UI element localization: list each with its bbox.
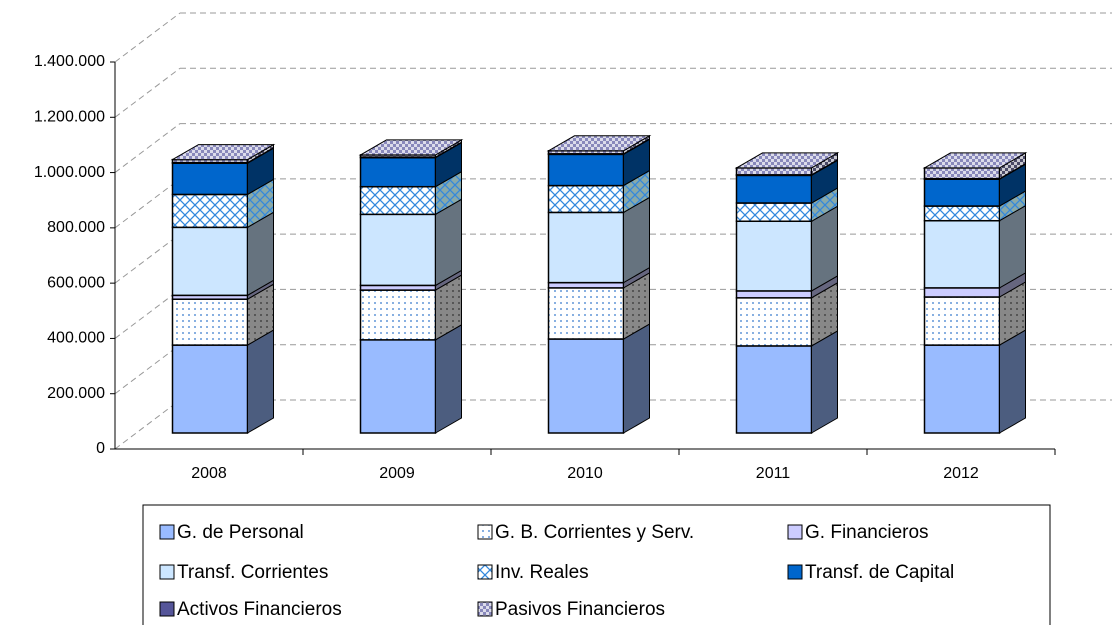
legend-label: Inv. Reales — [495, 562, 589, 583]
x-tick-label: 2010 — [567, 465, 603, 482]
legend-swatch — [477, 564, 493, 580]
legend-label: Activos Financieros — [177, 599, 342, 620]
bar-top — [546, 135, 652, 152]
bar-segment — [359, 185, 437, 216]
legend-swatch — [477, 601, 493, 617]
bar-segment — [735, 345, 813, 434]
bar-side — [811, 330, 838, 434]
y-tick-label: 800.000 — [47, 219, 105, 236]
x-tick-label: 2008 — [191, 465, 227, 482]
y-tick-label: 0 — [96, 440, 105, 457]
legend-swatch — [159, 601, 175, 617]
legend-swatch — [787, 564, 803, 580]
bar-top — [922, 152, 1028, 169]
y-tick-label: 1.200.000 — [34, 109, 105, 126]
bar-segment — [735, 220, 813, 292]
bar-side — [435, 323, 462, 434]
legend-label: G. B. Corrientes y Serv. — [495, 522, 694, 543]
legend-swatch — [787, 524, 803, 540]
bar-segment — [923, 287, 1001, 298]
bar-side — [623, 323, 650, 434]
bar-segment — [735, 167, 813, 176]
bar-segment — [923, 296, 1001, 346]
bar-segment — [923, 344, 1001, 434]
grid-diagonal — [114, 178, 181, 229]
y-tick-label: 400.000 — [47, 330, 105, 347]
legend-label: G. de Personal — [177, 522, 304, 543]
bar-segment — [171, 344, 249, 434]
bar-segment — [923, 167, 1001, 180]
bar-segment — [359, 213, 437, 287]
bar-top — [358, 139, 464, 156]
bar-segment — [547, 211, 625, 284]
y-tick-label: 1.400.000 — [34, 53, 105, 70]
bar-segment — [171, 298, 249, 346]
grid-diagonal — [114, 344, 181, 395]
legend-box — [142, 504, 1051, 625]
legend-swatch — [477, 524, 493, 540]
bar-segment — [547, 287, 625, 340]
legend-label: Transf. Corrientes — [177, 562, 328, 583]
bar-top — [734, 152, 840, 169]
bar-segment — [359, 339, 437, 434]
bar-side — [247, 329, 274, 434]
bar-segment — [359, 156, 437, 188]
bar-segment — [547, 184, 625, 214]
legend-swatch — [159, 524, 175, 540]
legend-label: Pasivos Financieros — [495, 599, 665, 620]
grid-diagonal — [114, 67, 181, 118]
bar-segment — [735, 174, 813, 204]
bar-segment — [735, 290, 813, 299]
bar-segment — [735, 297, 813, 347]
bar-segment — [735, 202, 813, 223]
grid-diagonal — [114, 233, 181, 284]
bar-segment — [923, 205, 1001, 222]
x-tick-label: 2011 — [756, 465, 791, 482]
bar-side — [999, 329, 1026, 434]
y-tick-label: 200.000 — [47, 385, 105, 402]
y-tick-label: 1.000.000 — [34, 164, 105, 181]
bar-segment — [923, 178, 1001, 207]
grid-diagonal — [114, 399, 181, 450]
legend-label: Transf. de Capital — [805, 562, 954, 583]
legend-label: G. Financieros — [805, 522, 929, 543]
x-tick-label: 2012 — [943, 465, 979, 482]
x-tick-label: 2009 — [379, 465, 415, 482]
bar-segment — [171, 193, 249, 229]
bar-segment — [547, 153, 625, 187]
bar-segment — [923, 219, 1001, 289]
bar-segment — [547, 338, 625, 434]
grid-diagonal — [114, 12, 181, 63]
bar-segment — [171, 162, 249, 196]
bar-segment — [171, 226, 249, 297]
bar-top — [170, 144, 276, 161]
bar-segment — [359, 289, 437, 341]
y-tick-label: 600.000 — [47, 274, 105, 291]
bar-segment — [547, 281, 625, 289]
legend-swatch — [159, 564, 175, 580]
grid-diagonal — [114, 289, 181, 339]
grid-diagonal — [114, 123, 181, 173]
